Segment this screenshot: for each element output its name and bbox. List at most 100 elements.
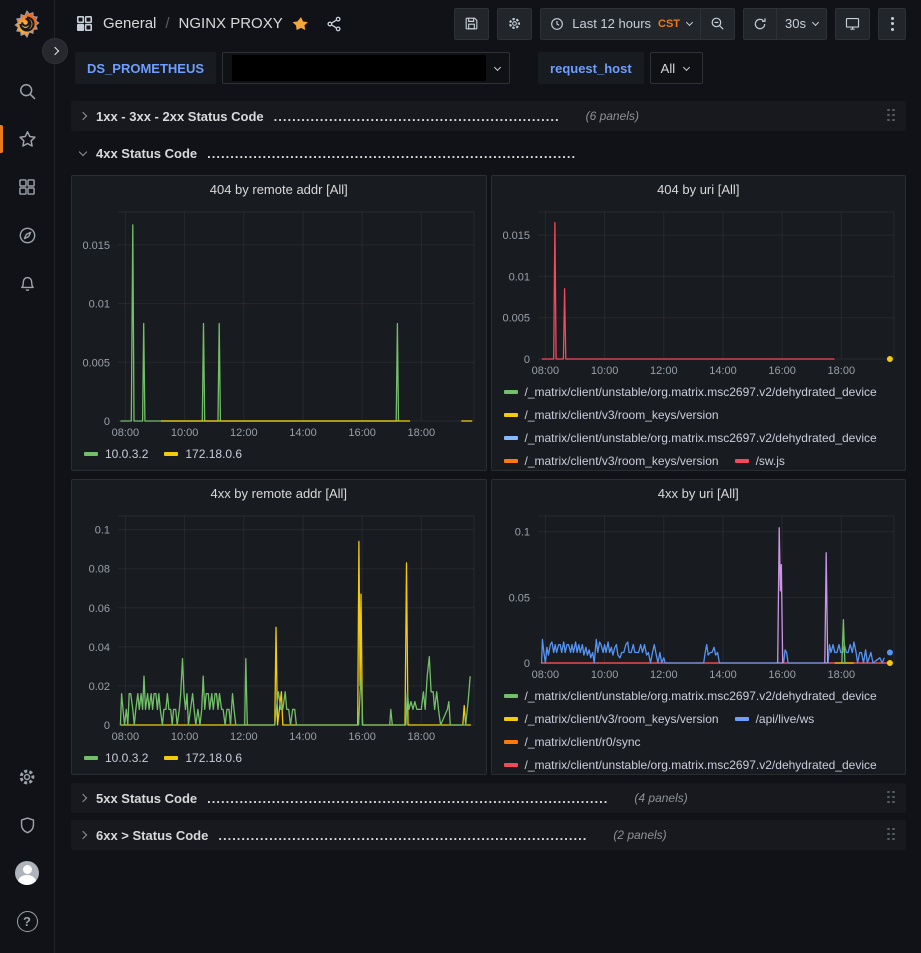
sidebar-item-profile[interactable]	[0, 849, 54, 897]
sidebar-item-configuration[interactable]	[0, 753, 54, 801]
sidebar-item-starred[interactable]	[0, 115, 54, 163]
chevron-down-icon	[79, 147, 87, 155]
zoom-out-time-button[interactable]	[701, 8, 735, 40]
legend-item[interactable]: /sw.js	[735, 449, 785, 471]
dashboard-header: General / NGINX PROXY	[55, 0, 921, 47]
row-header-4xx[interactable]: 4xx Status Code.........................…	[71, 138, 906, 168]
legend-item[interactable]: 172.18.0.6	[164, 746, 242, 769]
svg-text:0.005: 0.005	[502, 313, 530, 325]
svg-text:08:00: 08:00	[112, 427, 140, 439]
legend-swatch	[164, 452, 178, 456]
dashboard-settings-button[interactable]	[497, 8, 532, 40]
row-panel-count: (4 panels)	[634, 791, 687, 805]
chevron-right-icon	[79, 794, 87, 802]
help-glyph: ?	[23, 914, 31, 929]
redacted-value	[232, 55, 486, 81]
variable-value-request-host[interactable]: All	[650, 52, 703, 84]
svg-text:14:00: 14:00	[289, 731, 317, 743]
panel-4xx-by-remote-addr: 4xx by remote addr [All] 00.020.040.060.…	[71, 479, 487, 775]
svg-text:0.06: 0.06	[89, 603, 110, 615]
share-icon[interactable]	[325, 15, 343, 33]
chevron-down-icon	[683, 63, 690, 70]
chevron-down-icon	[686, 19, 693, 26]
sidebar-item-server-admin[interactable]	[0, 801, 54, 849]
legend-swatch	[504, 694, 518, 698]
svg-text:0.015: 0.015	[82, 240, 110, 252]
timeseries-chart[interactable]: 00.0050.010.01508:0010:0012:0014:0016:00…	[492, 203, 906, 379]
dashboard-body: 1xx - 3xx - 2xx Status Code.............…	[55, 93, 921, 850]
panel-title[interactable]: 404 by uri [All]	[492, 176, 906, 203]
legend-item[interactable]: /_matrix/client/unstable/org.matrix.msc2…	[504, 753, 877, 775]
panel-title[interactable]: 4xx by remote addr [All]	[72, 480, 486, 507]
sidebar-item-alerting[interactable]	[0, 259, 54, 307]
legend-label: /_matrix/client/unstable/org.matrix.msc2…	[525, 385, 877, 399]
legend-item[interactable]: /_matrix/client/unstable/org.matrix.msc2…	[504, 426, 877, 449]
row-title-leader: ........................................…	[207, 146, 576, 161]
row-drag-handle[interactable]	[887, 791, 897, 806]
help-icon: ?	[17, 911, 38, 932]
legend-item[interactable]: 10.0.3.2	[84, 746, 148, 769]
save-dashboard-button[interactable]	[454, 8, 489, 40]
favorite-star-icon[interactable]	[292, 15, 310, 33]
grafana-logo[interactable]	[0, 9, 54, 39]
sidebar-bottom-items: ?	[0, 753, 54, 945]
variable-label-ds-prometheus: DS_PROMETHEUS	[75, 52, 216, 84]
legend-item[interactable]: /_matrix/client/r0/sync	[504, 730, 641, 753]
legend-item[interactable]: /_matrix/client/v3/room_keys/version	[504, 403, 719, 426]
row-header-1xx-3xx-2xx[interactable]: 1xx - 3xx - 2xx Status Code.............…	[71, 101, 906, 131]
row-drag-handle[interactable]	[887, 828, 897, 843]
legend-swatch	[84, 756, 98, 760]
legend-item[interactable]: 10.0.3.2	[84, 442, 148, 465]
more-options-button[interactable]	[878, 8, 906, 40]
refresh-interval-picker[interactable]: 30s	[777, 8, 827, 40]
svg-text:12:00: 12:00	[650, 669, 678, 681]
sidebar-item-dashboards[interactable]	[0, 163, 54, 211]
legend-swatch	[164, 756, 178, 760]
row-header-5xx[interactable]: 5xx Status Code.........................…	[71, 783, 906, 813]
chevron-down-icon	[812, 19, 819, 26]
legend-label: 172.18.0.6	[185, 447, 242, 461]
svg-text:10:00: 10:00	[171, 427, 199, 439]
legend-item[interactable]: 172.18.0.6	[164, 442, 242, 465]
panel-title[interactable]: 4xx by uri [All]	[492, 480, 906, 507]
timeseries-chart[interactable]: 00.0050.010.01508:0010:0012:0014:0016:00…	[72, 203, 486, 441]
legend-label: /_matrix/client/v3/room_keys/version	[525, 454, 719, 468]
clock-icon	[549, 16, 565, 32]
row-drag-handle[interactable]	[887, 109, 897, 124]
legend-item[interactable]: /_matrix/client/v3/room_keys/version	[504, 449, 719, 471]
row-title: 5xx Status Code	[96, 791, 197, 806]
legend-item[interactable]: /_matrix/client/unstable/org.matrix.msc2…	[504, 684, 877, 707]
sidebar-item-help[interactable]: ?	[0, 897, 54, 945]
refresh-button[interactable]	[743, 8, 777, 40]
sidebar-item-explore[interactable]	[0, 211, 54, 259]
kebab-menu-icon	[891, 17, 894, 31]
chart-canvas: 00.0050.010.01508:0010:0012:0014:0016:00…	[492, 203, 906, 379]
variable-value-ds-prometheus[interactable]	[222, 52, 510, 84]
breadcrumb-dashboard-title[interactable]: NGINX PROXY	[179, 15, 283, 32]
legend-swatch	[504, 436, 518, 440]
chevron-right-icon	[79, 112, 87, 120]
svg-text:16:00: 16:00	[768, 365, 796, 377]
panel-4xx-by-uri: 4xx by uri [All] 00.050.108:0010:0012:00…	[491, 479, 907, 775]
svg-text:16:00: 16:00	[768, 669, 796, 681]
timeseries-chart[interactable]: 00.020.040.060.080.108:0010:0012:0014:00…	[72, 507, 486, 745]
breadcrumb-section[interactable]: General	[103, 15, 156, 32]
tv-mode-button[interactable]	[835, 8, 870, 40]
legend-item[interactable]: /_matrix/client/unstable/org.matrix.msc2…	[504, 380, 877, 403]
timeseries-chart[interactable]: 00.050.108:0010:0012:0014:0016:0018:00	[492, 507, 906, 683]
refresh-interval-label: 30s	[785, 16, 806, 31]
sidebar-expand-button[interactable]	[42, 38, 68, 64]
chevron-down-icon	[494, 63, 501, 70]
svg-text:0.05: 0.05	[508, 592, 529, 604]
time-range-picker[interactable]: Last 12 hours CST	[540, 8, 701, 40]
legend-item[interactable]: /_matrix/client/v3/room_keys/version	[504, 707, 719, 730]
sidebar-item-search[interactable]	[0, 67, 54, 115]
panel-title[interactable]: 404 by remote addr [All]	[72, 176, 486, 203]
panel-404-by-remote-addr: 404 by remote addr [All] 00.0050.010.015…	[71, 175, 487, 471]
svg-text:0: 0	[523, 658, 529, 670]
chart-canvas: 00.020.040.060.080.108:0010:0012:0014:00…	[72, 507, 486, 745]
row-header-6xx[interactable]: 6xx > Status Code.......................…	[71, 820, 906, 850]
time-range-label: Last 12 hours	[572, 16, 651, 31]
legend-label: 10.0.3.2	[105, 447, 148, 461]
legend-item[interactable]: /api/live/ws	[735, 707, 815, 730]
